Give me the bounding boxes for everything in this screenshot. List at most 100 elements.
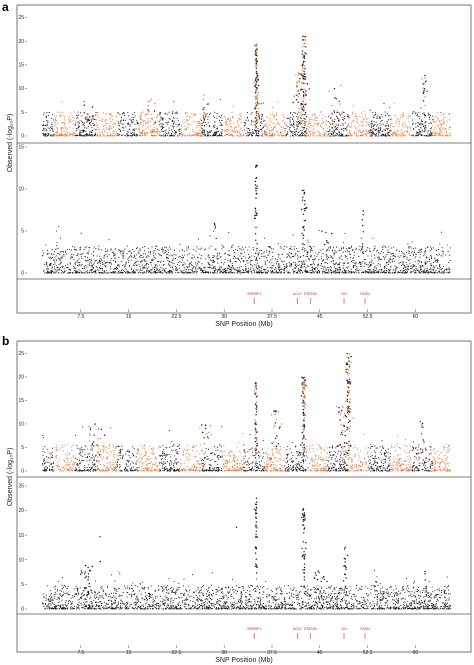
snp-point xyxy=(168,111,170,113)
snp-point xyxy=(63,271,65,273)
snp-point xyxy=(278,254,280,256)
snp-point xyxy=(88,271,91,273)
snp-point xyxy=(310,255,312,257)
snp-point xyxy=(247,249,249,251)
snp-point xyxy=(423,112,425,114)
snp-point xyxy=(338,268,340,270)
peak-snp-point xyxy=(301,243,304,245)
peak-snp-point xyxy=(256,64,258,66)
snp-point xyxy=(298,269,300,271)
snp-point xyxy=(68,135,70,137)
snp-point xyxy=(439,126,441,128)
snp-point xyxy=(293,124,295,126)
snp-point xyxy=(279,272,281,274)
snp-point xyxy=(439,266,441,268)
snp-point xyxy=(60,250,62,252)
snp-point xyxy=(364,134,366,136)
snp-point xyxy=(336,251,338,253)
snp-point xyxy=(335,127,338,129)
snp-point xyxy=(113,267,115,270)
snp-point xyxy=(407,266,409,268)
snp-point xyxy=(221,268,223,270)
snp-point xyxy=(403,135,406,137)
snp-point xyxy=(291,114,293,116)
snp-point xyxy=(266,128,268,130)
snp-point xyxy=(270,272,272,274)
snp-point xyxy=(53,254,55,256)
snp-point xyxy=(402,112,404,114)
snp-point xyxy=(97,270,99,272)
snp-point xyxy=(353,131,355,133)
snp-point xyxy=(309,271,311,273)
snp-point xyxy=(74,271,76,273)
snp-point xyxy=(386,128,388,130)
snp-point xyxy=(248,129,250,131)
snp-point xyxy=(62,121,64,124)
snp-point xyxy=(448,126,450,128)
peak-snp-point xyxy=(256,60,258,62)
snp-point xyxy=(146,271,148,273)
snp-point xyxy=(336,246,338,248)
snp-point xyxy=(315,252,317,254)
snp-point xyxy=(347,125,349,127)
snp-point xyxy=(150,259,152,261)
snp-point xyxy=(242,270,245,272)
snp-point xyxy=(276,258,278,260)
snp-point xyxy=(331,112,333,114)
snp-point xyxy=(233,123,235,125)
snp-point xyxy=(246,130,248,132)
snp-point xyxy=(257,272,259,274)
snp-point xyxy=(223,253,226,255)
snp-point xyxy=(218,120,220,122)
snp-point xyxy=(299,134,301,136)
snp-point xyxy=(103,128,105,131)
snp-point xyxy=(220,124,222,126)
snp-point xyxy=(51,122,53,124)
snp-point xyxy=(444,135,447,137)
snp-point xyxy=(109,125,111,127)
snp-point xyxy=(332,132,334,135)
peak-snp-point xyxy=(298,74,300,76)
snp-point xyxy=(247,117,249,119)
snp-point xyxy=(134,123,136,125)
snp-point xyxy=(208,257,210,259)
snp-point xyxy=(316,123,318,125)
snp-point xyxy=(297,254,299,256)
snp-point xyxy=(438,121,440,123)
peak-snp-point xyxy=(302,56,304,58)
snp-point xyxy=(285,266,287,268)
snp-point xyxy=(85,246,87,248)
snp-point xyxy=(397,272,399,274)
snp-point xyxy=(421,265,423,267)
snp-point xyxy=(426,261,428,263)
snp-point xyxy=(273,126,275,128)
snp-point xyxy=(428,272,430,274)
snp-point xyxy=(349,253,351,255)
snp-point xyxy=(77,253,79,255)
snp-point xyxy=(204,270,207,272)
snp-point xyxy=(85,134,87,136)
snp-point xyxy=(73,267,75,270)
peak-snp-point xyxy=(254,210,257,212)
snp-point xyxy=(46,133,48,135)
snp-point xyxy=(357,123,359,125)
snp-point xyxy=(390,130,392,132)
snp-point xyxy=(185,270,187,272)
peak-snp-point xyxy=(91,106,94,108)
snp-point xyxy=(147,126,149,128)
snp-point xyxy=(54,261,56,263)
snp-point xyxy=(117,263,119,265)
snp-point xyxy=(425,135,427,137)
snp-point xyxy=(238,117,240,119)
snp-point xyxy=(233,271,235,274)
snp-point xyxy=(245,246,247,248)
snp-point xyxy=(394,114,396,116)
snp-point xyxy=(327,134,329,136)
snp-point xyxy=(204,272,206,274)
snp-point xyxy=(109,122,111,124)
snp-point xyxy=(290,117,292,119)
snp-point xyxy=(387,252,389,254)
snp-point xyxy=(132,270,134,272)
snp-point xyxy=(138,256,141,258)
snp-point xyxy=(283,122,285,124)
